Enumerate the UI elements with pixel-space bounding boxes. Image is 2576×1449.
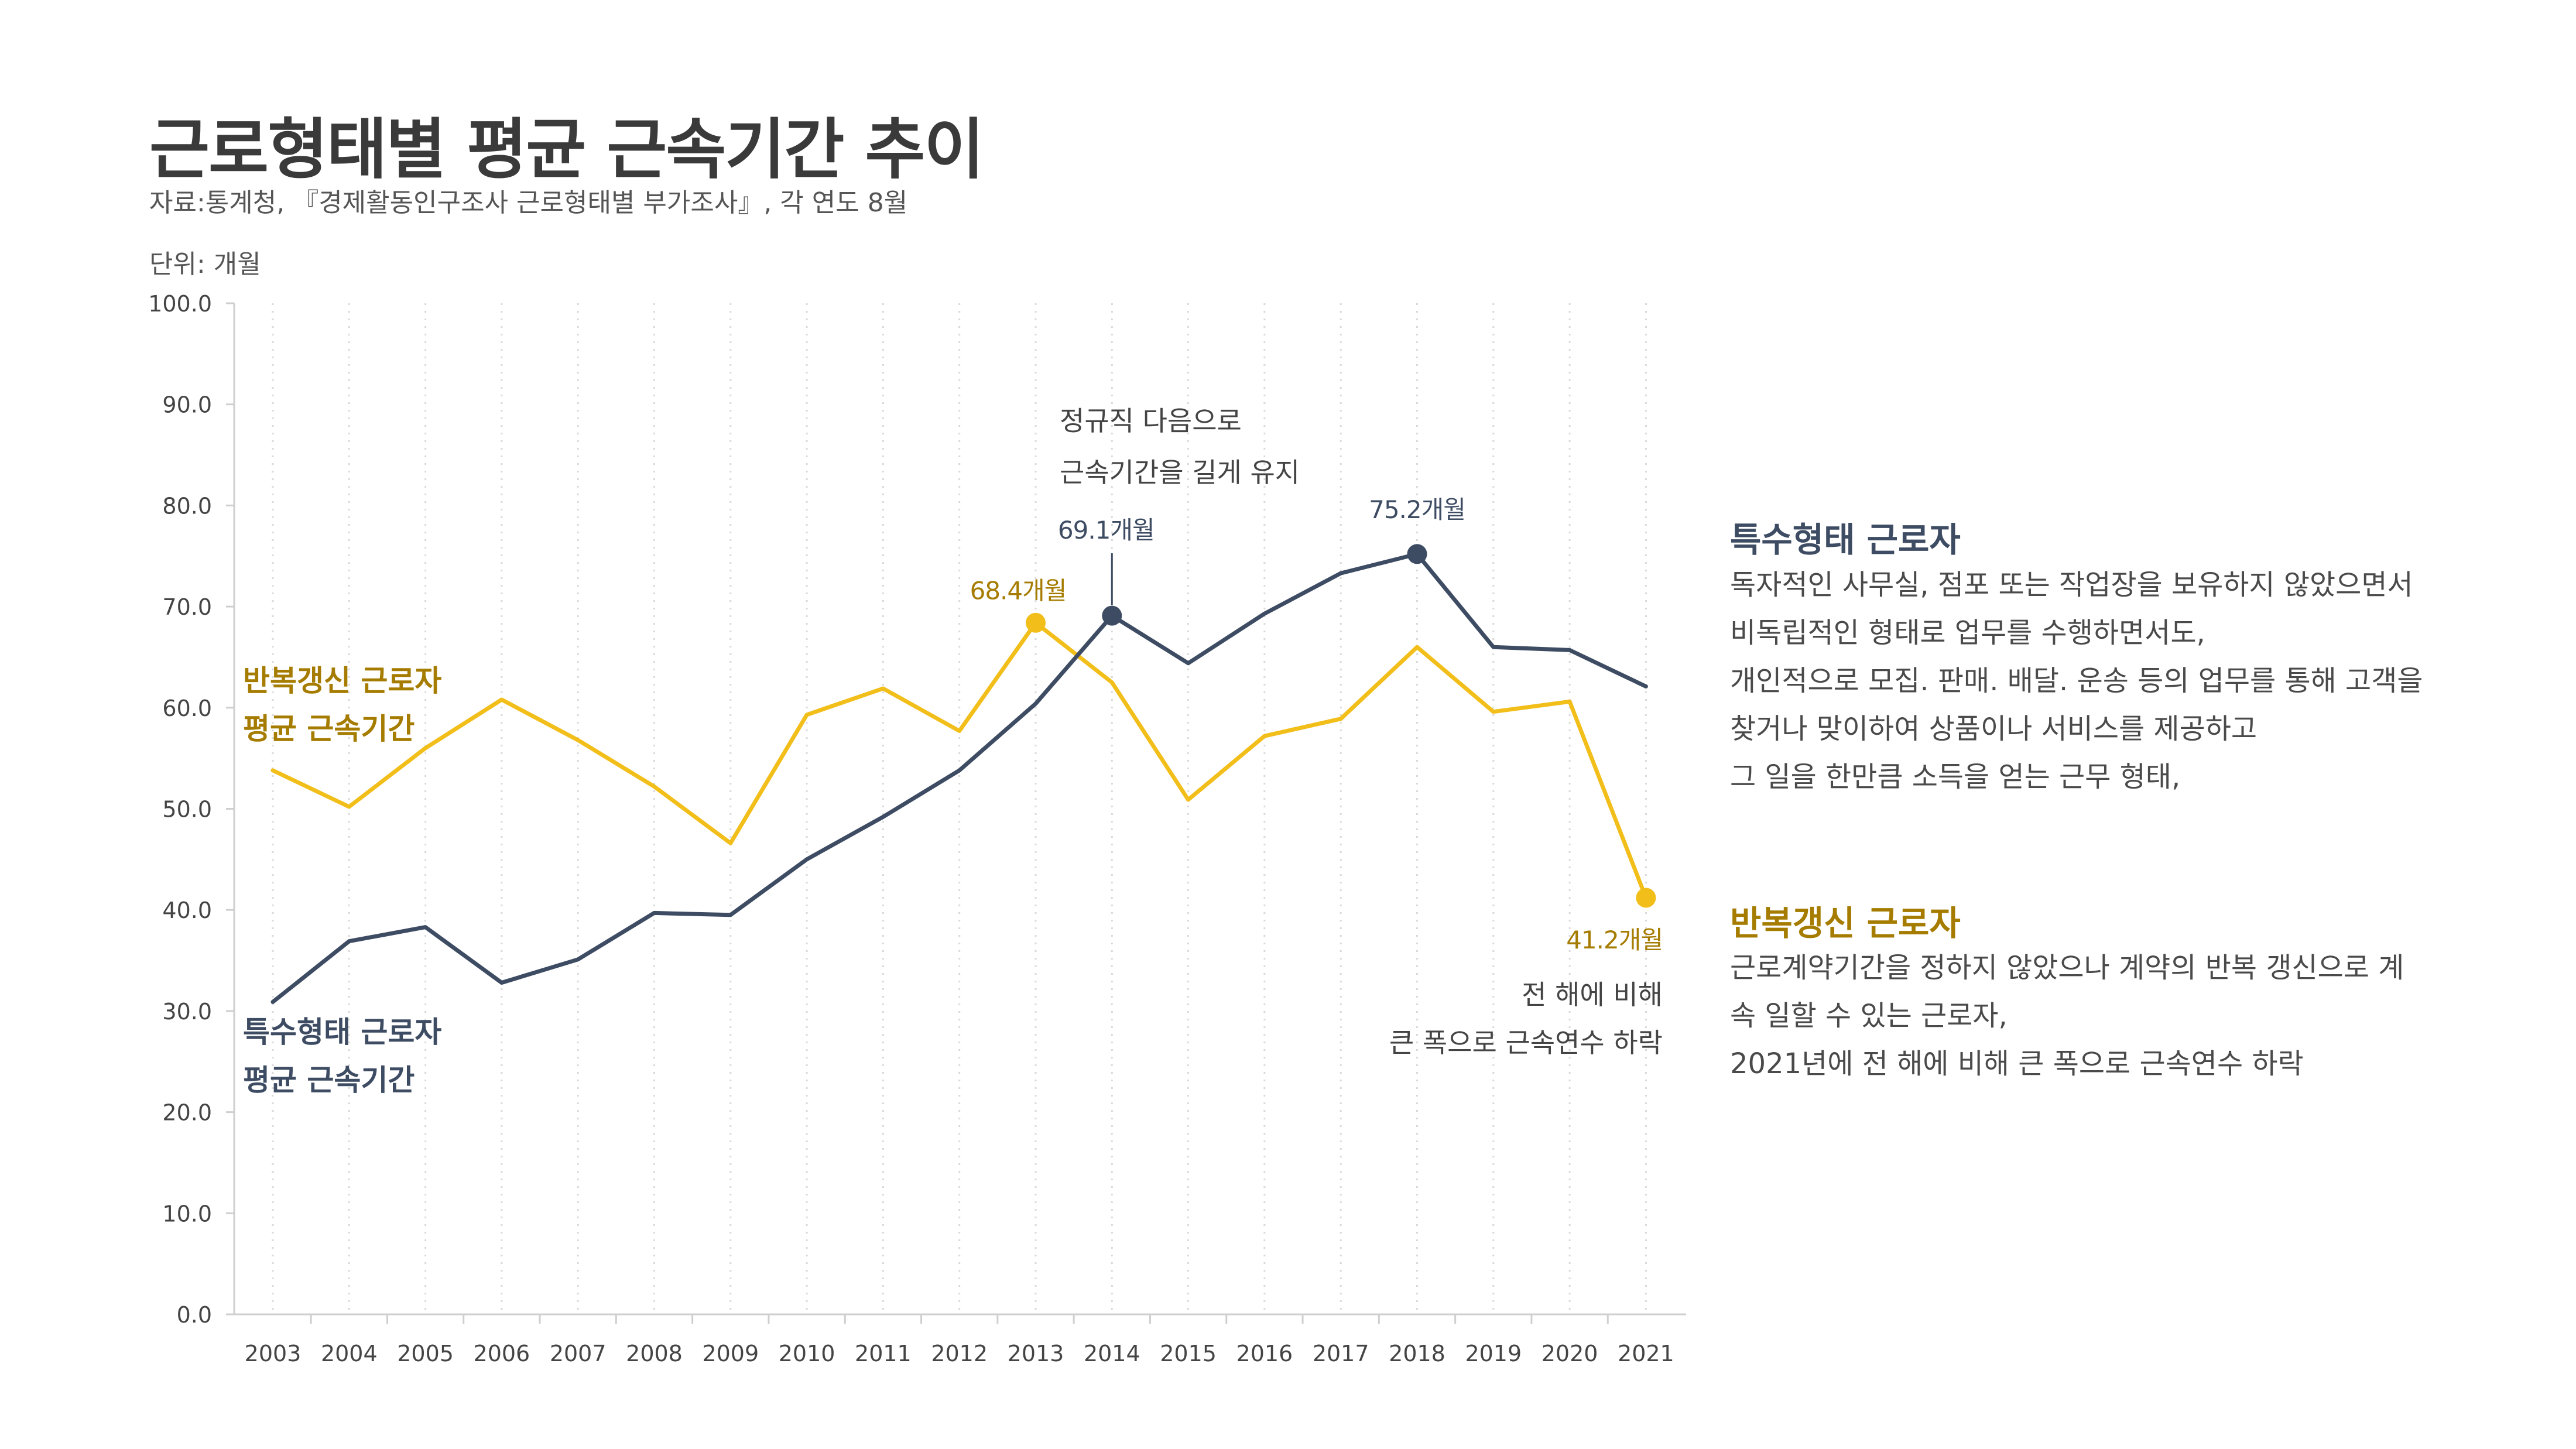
x-tick-label: 2004 [321,1341,378,1366]
definition-renewal-line: 근로계약기간을 정하지 않았으나 계약의 반복 갱신으로 계 [1730,951,2404,984]
definition-special-line: 비독립적인 형태로 업무를 수행하면서도, [1730,616,2205,649]
series-line-special [270,551,1648,1004]
series-label-special: 평균 근속기간 [243,1063,415,1097]
series-label-renewal: 반복갱신 근로자 [243,664,441,698]
definition-special-line: 찾거나 맞이하여 상품이나 서비스를 제공하고 [1730,712,2258,745]
grid-layer [272,303,1647,1314]
x-tick-label: 2020 [1542,1341,1598,1366]
y-tick-label: 50.0 [162,797,212,823]
marker-2018-special [1407,544,1427,564]
value-label-2018: 75.2개월 [1369,495,1465,524]
x-tick-label: 2018 [1389,1341,1445,1366]
x-tick-label: 2014 [1084,1341,1140,1366]
series-label-renewal: 평균 근속기간 [243,712,415,746]
definition-special-line: 개인적으로 모집. 판매. 배달. 운송 등의 업무를 통해 고객을 [1730,664,2423,697]
y-tick-label: 60.0 [162,696,212,721]
callout-2021-text: 큰 폭으로 근속연수 하락 [1389,1027,1663,1059]
y-tick-label: 20.0 [162,1100,212,1126]
x-tick-label: 2010 [779,1341,835,1366]
x-tick-label: 2021 [1618,1341,1674,1366]
x-tick-label: 2007 [550,1341,607,1366]
chart-unit: 단위: 개월 [149,249,261,279]
x-tick-label: 2017 [1313,1341,1369,1366]
series-line-renewal [270,621,1648,900]
x-tick-label: 2005 [397,1341,454,1366]
axis-layer: 0.0 10.0 20.0 30.0 40.0 50.0 60.0 70.0 80.0 90.0 1… [148,291,1686,1366]
definition-renewal-line: 2021년에 전 해에 비해 큰 폭으로 근속연수 하락 [1730,1047,2304,1080]
x-tick-label: 2011 [855,1341,912,1366]
y-tick-label: 90.0 [162,392,212,418]
x-tick-label: 2013 [1008,1341,1064,1366]
marker-2021-renewal [1636,888,1656,908]
definition-special-title: 특수형태 근로자 [1730,520,1961,560]
x-tick-label: 2009 [702,1341,759,1366]
x-tick-label: 2019 [1465,1341,1522,1366]
chart-source: 자료:통계청, 『경제활동인구조사 근로형태별 부가조사』, 각 연도 8월 [149,188,908,218]
x-tick-label: 2003 [245,1341,302,1366]
y-tick-label: 100.0 [148,291,212,317]
x-tick-label: 2015 [1160,1341,1217,1366]
y-tick-label: 10.0 [162,1201,212,1227]
y-tick-label: 40.0 [162,898,212,923]
x-tick-label: 2016 [1236,1341,1293,1366]
definition-special-line: 그 일을 한만큼 소득을 얻는 근무 형태, [1730,761,2181,793]
value-label-2013: 68.4개월 [970,577,1067,605]
callout-2014-text: 근속기간을 길게 유지 [1060,457,1300,488]
definition-renewal-title: 반복갱신 근로자 [1730,903,1961,943]
marker-2013-renewal [1026,612,1046,633]
marker-2014-special [1102,605,1122,626]
y-tick-label: 80.0 [162,493,212,519]
definition-special-line: 독자적인 사무실, 점포 또는 작업장을 보유하지 않았으면서 [1730,568,2413,601]
value-label-2014: 69.1개월 [1058,516,1155,544]
chart-title: 근로형태별 평균 근속기간 추이 [149,112,984,188]
callout-2014-text: 정규직 다음으로 [1060,405,1242,437]
x-tick-label: 2006 [474,1341,530,1366]
y-tick-label: 30.0 [162,999,212,1025]
series-label-special: 특수형태 근로자 [243,1015,441,1049]
x-tick-label: 2012 [931,1341,988,1366]
y-tick-label: 70.0 [162,594,212,620]
definition-renewal-line: 속 일할 수 있는 근로자, [1730,999,2008,1032]
callout-2021-text: 전 해에 비해 [1522,979,1663,1010]
series-layer [270,551,1648,1004]
y-tick-label: 0.0 [177,1302,212,1328]
value-label-2021: 41.2개월 [1566,926,1663,954]
x-tick-label: 2008 [626,1341,683,1366]
